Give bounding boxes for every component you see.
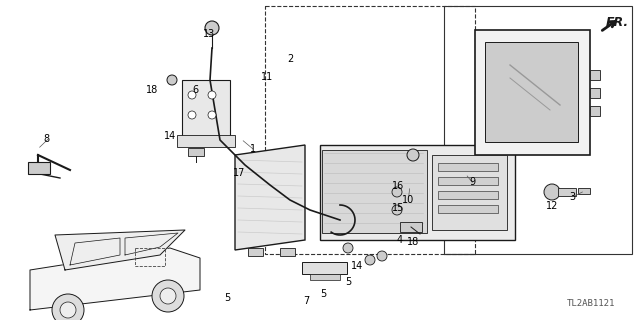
Circle shape <box>52 294 84 320</box>
Text: 5: 5 <box>224 292 230 303</box>
Bar <box>590 88 600 98</box>
Circle shape <box>392 187 402 197</box>
Bar <box>280 248 295 256</box>
Bar <box>302 262 347 274</box>
Text: 10: 10 <box>402 195 415 205</box>
Polygon shape <box>475 30 590 155</box>
Bar <box>438 205 498 213</box>
Circle shape <box>152 280 184 312</box>
Text: 14: 14 <box>351 260 364 271</box>
Bar <box>135 248 165 266</box>
Circle shape <box>377 251 387 261</box>
Polygon shape <box>30 248 200 310</box>
Circle shape <box>188 91 196 99</box>
Text: 14: 14 <box>163 131 176 141</box>
Text: FR.: FR. <box>606 16 629 29</box>
Polygon shape <box>235 145 305 250</box>
Text: 8: 8 <box>43 134 49 144</box>
Polygon shape <box>485 42 578 142</box>
Text: 16: 16 <box>392 180 404 191</box>
Circle shape <box>60 302 76 318</box>
Bar <box>28 162 50 174</box>
Bar <box>265 6 475 254</box>
Circle shape <box>365 255 375 265</box>
Circle shape <box>208 111 216 119</box>
Text: 11: 11 <box>260 72 273 82</box>
Text: 2: 2 <box>287 54 293 64</box>
Text: 9: 9 <box>469 177 476 188</box>
Bar <box>438 177 498 185</box>
Text: 7: 7 <box>303 296 309 306</box>
Circle shape <box>167 75 177 85</box>
Bar <box>322 150 427 233</box>
Text: 15: 15 <box>392 203 404 213</box>
Circle shape <box>160 288 176 304</box>
Text: 5: 5 <box>346 276 352 287</box>
Polygon shape <box>55 230 185 270</box>
Bar <box>578 188 590 194</box>
Circle shape <box>188 111 196 119</box>
Text: 17: 17 <box>232 168 245 178</box>
Bar <box>320 145 515 240</box>
Text: 13: 13 <box>203 28 216 39</box>
Bar <box>188 148 204 156</box>
Bar <box>182 80 230 140</box>
Bar <box>558 188 576 196</box>
Text: 6: 6 <box>192 84 198 95</box>
Text: 3: 3 <box>570 192 576 202</box>
Bar <box>432 155 507 230</box>
Bar <box>438 191 498 199</box>
Bar <box>310 274 340 280</box>
Text: TL2AB1121: TL2AB1121 <box>566 299 615 308</box>
Bar <box>438 163 498 171</box>
Circle shape <box>205 21 219 35</box>
Bar <box>444 6 632 254</box>
Circle shape <box>208 91 216 99</box>
Circle shape <box>407 149 419 161</box>
Text: 18: 18 <box>146 84 159 95</box>
Circle shape <box>392 205 402 215</box>
Bar <box>590 70 600 80</box>
Text: 4: 4 <box>397 235 403 245</box>
Bar <box>400 222 422 232</box>
Text: 1: 1 <box>250 144 256 154</box>
Text: 5: 5 <box>320 289 326 300</box>
Text: 18: 18 <box>406 236 419 247</box>
Bar <box>177 135 235 147</box>
Bar <box>248 248 263 256</box>
Bar <box>590 106 600 116</box>
Circle shape <box>544 184 560 200</box>
Text: 12: 12 <box>545 201 558 212</box>
Circle shape <box>343 243 353 253</box>
